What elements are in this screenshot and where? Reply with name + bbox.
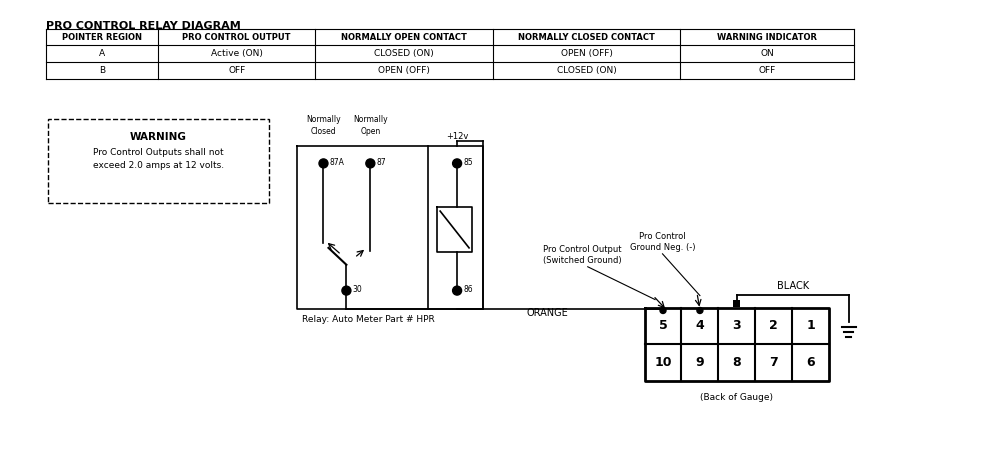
Text: B: B [99, 66, 105, 75]
Text: OPEN (OFF): OPEN (OFF) [560, 49, 612, 58]
Text: Pro Control Outputs shall not: Pro Control Outputs shall not [93, 148, 224, 157]
Bar [48, 118, 268, 203]
Circle shape [660, 307, 666, 313]
Text: 86: 86 [463, 285, 473, 294]
Text: OFF: OFF [228, 66, 246, 75]
Text: WARNING INDICATOR: WARNING INDICATOR [718, 33, 817, 42]
Text: Normally
Closed: Normally Closed [306, 115, 341, 136]
Text: NORMALLY CLOSED CONTACT: NORMALLY CLOSED CONTACT [518, 33, 655, 42]
Text: PRO CONTROL OUTPUT: PRO CONTROL OUTPUT [183, 33, 291, 42]
Circle shape [342, 286, 351, 295]
Text: Normally
Open: Normally Open [353, 115, 387, 136]
Text: NORMALLY OPEN CONTACT: NORMALLY OPEN CONTACT [341, 33, 467, 42]
Text: 7: 7 [770, 356, 779, 369]
Text: ON: ON [760, 49, 774, 58]
Text: ORANGE: ORANGE [527, 308, 569, 318]
Text: (Back of Gauge): (Back of Gauge) [700, 393, 774, 402]
Circle shape [697, 307, 703, 313]
Text: 2: 2 [770, 320, 779, 332]
Text: CLOSED (ON): CLOSED (ON) [375, 49, 434, 58]
Text: OFF: OFF [759, 66, 776, 75]
Text: BLACK: BLACK [777, 281, 809, 291]
Text: 87: 87 [376, 158, 386, 167]
Text: PRO CONTROL RELAY DIAGRAM: PRO CONTROL RELAY DIAGRAM [46, 21, 241, 31]
Text: 30: 30 [352, 285, 362, 294]
Text: exceed 2.0 amps at 12 volts.: exceed 2.0 amps at 12 volts. [92, 161, 224, 170]
Text: 8: 8 [732, 356, 741, 369]
Text: Pro Control
Ground Neg. (-): Pro Control Ground Neg. (-) [630, 232, 695, 252]
Text: WARNING: WARNING [130, 132, 187, 142]
Text: 9: 9 [696, 356, 704, 369]
Text: 1: 1 [806, 320, 815, 332]
Text: 4: 4 [696, 320, 704, 332]
Text: A: A [99, 49, 105, 58]
Text: 10: 10 [655, 356, 671, 369]
Text: 6: 6 [806, 356, 815, 369]
Text: POINTER REGION: POINTER REGION [62, 33, 143, 42]
Circle shape [319, 159, 328, 168]
Text: Relay: Auto Meter Part # HPR: Relay: Auto Meter Part # HPR [302, 315, 434, 324]
Text: CLOSED (ON): CLOSED (ON) [556, 66, 616, 75]
Circle shape [452, 159, 462, 168]
Circle shape [366, 159, 375, 168]
Polygon shape [733, 300, 740, 306]
Text: 85: 85 [463, 158, 473, 167]
Text: 3: 3 [732, 320, 741, 332]
Text: 87A: 87A [329, 158, 344, 167]
Text: Pro Control Output
(Switched Ground): Pro Control Output (Switched Ground) [544, 245, 622, 265]
Circle shape [452, 286, 462, 295]
Text: OPEN (OFF): OPEN (OFF) [378, 66, 431, 75]
Text: 5: 5 [659, 320, 667, 332]
Text: Active (ON): Active (ON) [210, 49, 262, 58]
Text: +12v: +12v [446, 132, 468, 141]
